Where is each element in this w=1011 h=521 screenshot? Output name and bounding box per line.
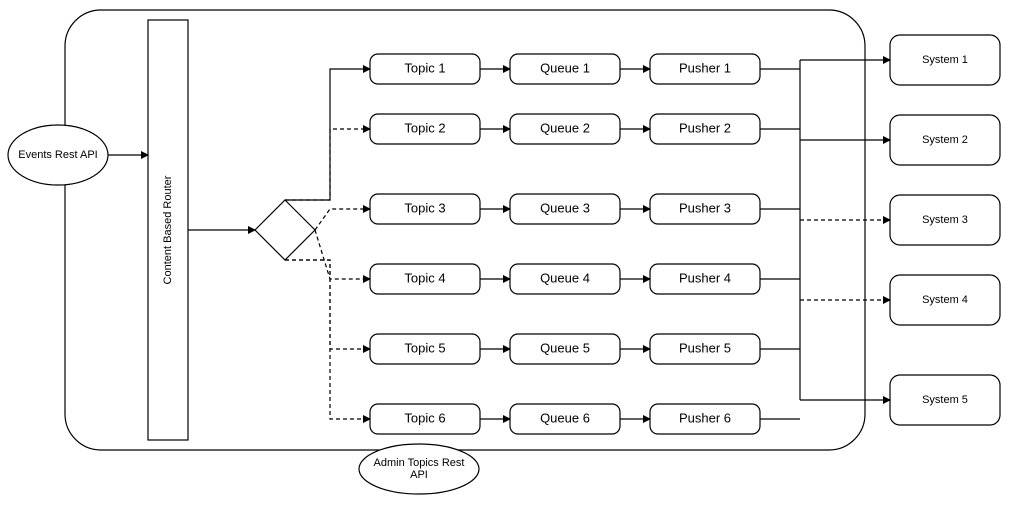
system-label-5: System 5 — [922, 394, 968, 406]
pusher-label-2: Pusher 2 — [679, 120, 731, 135]
queue-label-3: Queue 3 — [540, 200, 590, 215]
system-label-2: System 2 — [922, 134, 968, 146]
queue-label-6: Queue 6 — [540, 410, 590, 425]
topic-label-6: Topic 6 — [404, 410, 445, 425]
pusher-label-4: Pusher 4 — [679, 270, 731, 285]
queue-label-2: Queue 2 — [540, 120, 590, 135]
topic-label-4: Topic 4 — [404, 270, 445, 285]
pusher-label-3: Pusher 3 — [679, 200, 731, 215]
system-label-1: System 1 — [922, 54, 968, 66]
topic-label-2: Topic 2 — [404, 120, 445, 135]
queue-label-5: Queue 5 — [540, 340, 590, 355]
topic-label-5: Topic 5 — [404, 340, 445, 355]
events-rest-api-label: Events Rest API — [18, 149, 97, 161]
system-label-4: System 4 — [922, 294, 968, 306]
pusher-label-6: Pusher 6 — [679, 410, 731, 425]
system-label-3: System 3 — [922, 214, 968, 226]
topic-label-3: Topic 3 — [404, 200, 445, 215]
pusher-label-5: Pusher 5 — [679, 340, 731, 355]
topic-label-1: Topic 1 — [404, 60, 445, 75]
queue-label-4: Queue 4 — [540, 270, 590, 285]
content-based-router-label: Content Based Router — [162, 175, 174, 284]
pusher-label-1: Pusher 1 — [679, 60, 731, 75]
queue-label-1: Queue 1 — [540, 60, 590, 75]
